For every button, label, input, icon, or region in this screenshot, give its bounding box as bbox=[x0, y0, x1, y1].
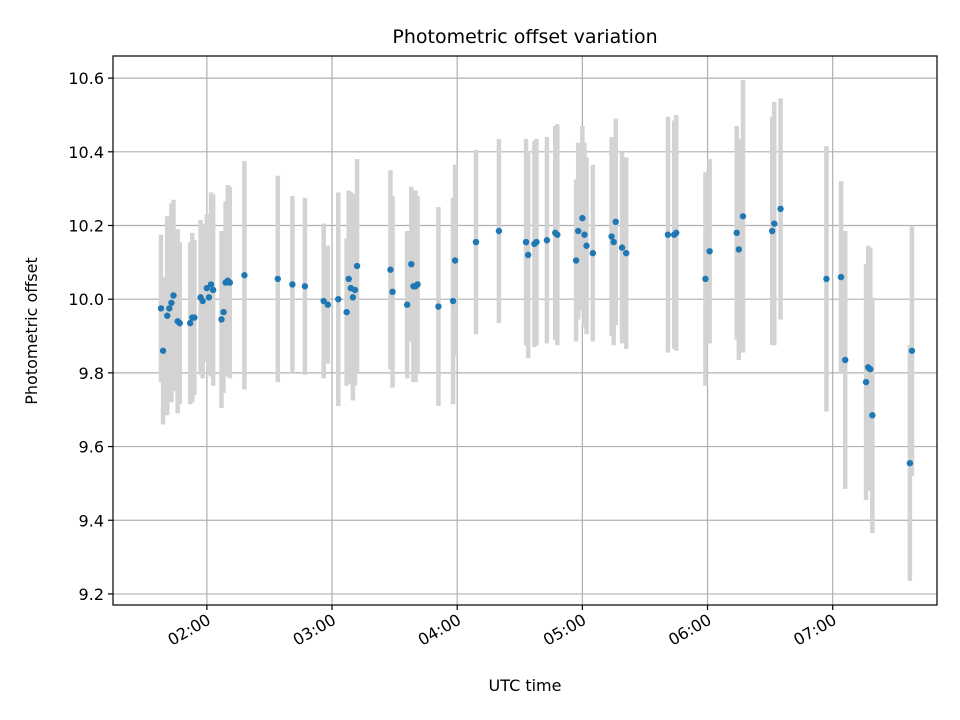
data-point bbox=[403, 301, 411, 308]
data-point bbox=[199, 297, 206, 305]
y-tick-label: 9.8 bbox=[79, 364, 104, 383]
x-tick-label: 04:00 bbox=[415, 610, 464, 650]
data-point bbox=[449, 297, 457, 305]
data-point bbox=[735, 246, 743, 253]
data-point bbox=[579, 214, 586, 222]
data-point bbox=[435, 303, 442, 310]
data-point bbox=[191, 314, 198, 321]
data-point bbox=[353, 262, 361, 270]
data-point bbox=[581, 231, 588, 238]
data-point bbox=[622, 249, 630, 257]
data-point bbox=[869, 412, 876, 419]
data-point bbox=[349, 294, 357, 301]
data-point bbox=[739, 213, 747, 220]
x-axis-label: UTC time bbox=[489, 676, 562, 695]
data-point bbox=[771, 220, 778, 227]
data-point bbox=[324, 301, 332, 308]
data-point bbox=[664, 231, 672, 238]
y-axis-ticks: 9.2 9.4 9.6 9.8 10.0 10.2 10.4 10.6 bbox=[68, 69, 113, 604]
data-point bbox=[218, 316, 225, 323]
data-point bbox=[612, 218, 619, 226]
data-point bbox=[522, 238, 530, 246]
x-tick-label: 07:00 bbox=[790, 610, 839, 650]
data-point bbox=[495, 227, 503, 235]
data-point bbox=[908, 347, 916, 354]
x-tick-label: 03:00 bbox=[290, 610, 339, 650]
data-point bbox=[159, 347, 167, 354]
data-point bbox=[408, 260, 415, 268]
data-point bbox=[176, 319, 183, 327]
plot-frame bbox=[112, 55, 938, 606]
data-point bbox=[618, 244, 626, 251]
data-point bbox=[351, 286, 359, 294]
data-point bbox=[867, 365, 874, 373]
data-point bbox=[164, 312, 171, 319]
data-point bbox=[168, 299, 175, 307]
data-point bbox=[702, 275, 709, 283]
data-point bbox=[533, 238, 540, 246]
data-point bbox=[823, 275, 830, 283]
data-point bbox=[733, 229, 740, 237]
error-bars bbox=[158, 79, 915, 582]
data-point bbox=[673, 229, 680, 237]
data-point bbox=[203, 284, 211, 292]
y-tick-label: 10.0 bbox=[68, 290, 104, 309]
data-point bbox=[524, 251, 532, 259]
data-point bbox=[543, 237, 551, 244]
data-point bbox=[837, 273, 845, 281]
data-point bbox=[862, 378, 870, 386]
data-point bbox=[205, 294, 213, 301]
data-point bbox=[451, 257, 459, 264]
data-point bbox=[572, 257, 580, 264]
data-point bbox=[583, 242, 590, 249]
data-point bbox=[220, 308, 227, 316]
data-point bbox=[345, 275, 352, 283]
y-tick-label: 10.6 bbox=[68, 69, 104, 88]
data-point bbox=[207, 281, 215, 288]
data-point bbox=[610, 238, 617, 246]
chart-title: Photometric offset variation bbox=[392, 26, 657, 48]
y-tick-label: 10.4 bbox=[68, 143, 104, 162]
data-point bbox=[574, 227, 582, 235]
data-point bbox=[226, 279, 234, 286]
data-point bbox=[241, 272, 248, 279]
data-point bbox=[589, 249, 596, 257]
data-point bbox=[343, 308, 350, 316]
data-point bbox=[170, 292, 177, 299]
y-tick-label: 9.2 bbox=[79, 585, 104, 604]
data-point bbox=[301, 283, 309, 290]
data-point bbox=[335, 295, 342, 303]
data-point bbox=[906, 459, 914, 467]
data-point bbox=[157, 305, 165, 312]
x-tick-label: 02:00 bbox=[164, 610, 213, 650]
data-point bbox=[289, 281, 296, 288]
y-tick-label: 9.6 bbox=[79, 438, 104, 457]
data-point bbox=[389, 288, 396, 296]
y-tick-label: 10.2 bbox=[68, 216, 104, 235]
data-point bbox=[842, 356, 849, 364]
y-tick-label: 9.4 bbox=[79, 511, 104, 530]
data-point bbox=[414, 281, 421, 288]
data-point bbox=[554, 231, 561, 238]
data-point bbox=[320, 297, 327, 305]
data-points bbox=[157, 205, 916, 467]
x-tick-label: 06:00 bbox=[665, 610, 714, 650]
data-point bbox=[706, 248, 713, 255]
data-point bbox=[472, 238, 480, 246]
data-point bbox=[274, 275, 281, 283]
data-point bbox=[166, 305, 173, 312]
data-point bbox=[608, 233, 615, 240]
x-axis-ticks: 02:00 03:00 04:00 05:00 06:00 07:00 bbox=[164, 605, 840, 650]
y-axis-label: Photometric offset bbox=[22, 257, 41, 405]
data-point bbox=[387, 266, 394, 273]
data-point bbox=[769, 227, 776, 235]
data-point bbox=[186, 319, 194, 327]
x-tick-label: 05:00 bbox=[540, 610, 589, 650]
data-point bbox=[777, 205, 784, 213]
data-point bbox=[209, 286, 217, 294]
